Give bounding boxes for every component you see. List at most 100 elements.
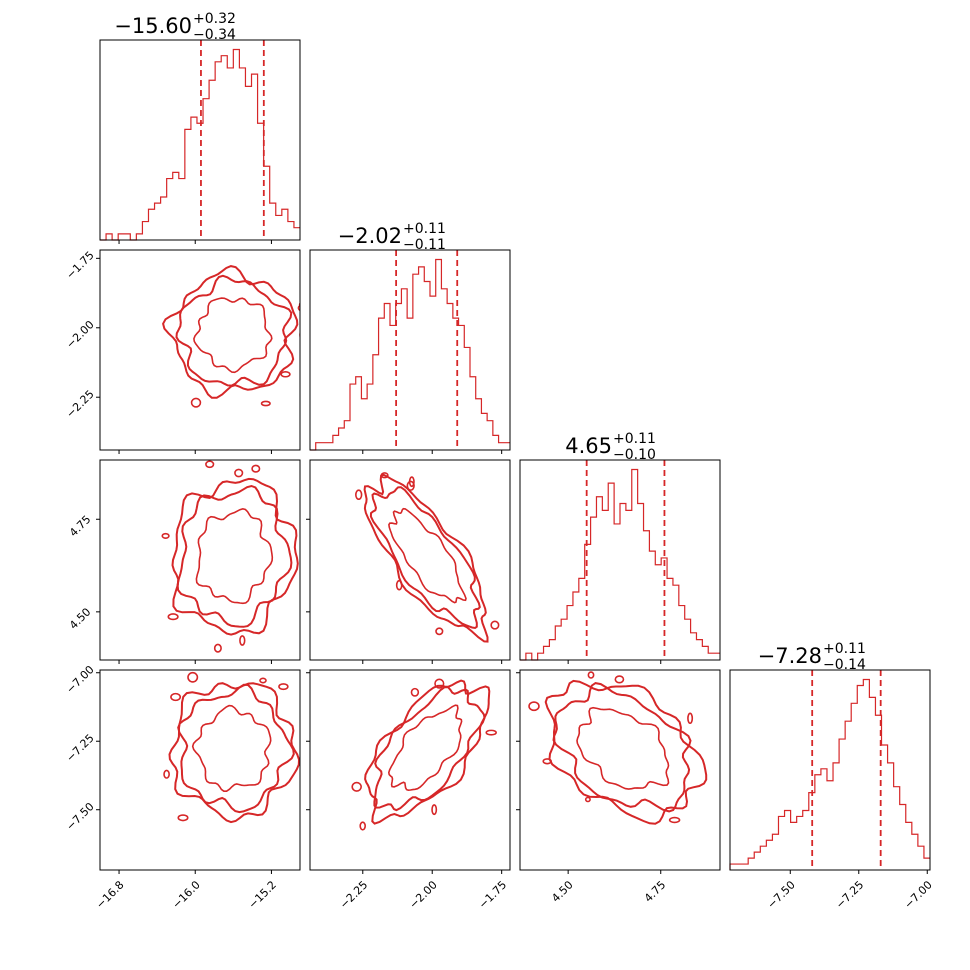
title-value-0: −15.60 <box>114 14 192 38</box>
contour-3-2-2 <box>544 679 708 825</box>
contour-island-1-0-4 <box>280 371 291 378</box>
histogram-1 <box>310 258 510 451</box>
contour-island-1-0-6 <box>260 400 271 407</box>
panel-frame-2-1 <box>309 459 511 661</box>
x-tick-label-1-1: −2.00 <box>407 878 440 911</box>
panel-3-0: −16.8 −16.0 −15.2 −7.50 −7.25 −7.00 <box>64 663 310 911</box>
panel-1-1: −2.02 +0.11−0.11 <box>309 221 511 454</box>
contour-2-0-0 <box>195 507 274 605</box>
contour-island-3-0-1 <box>170 692 182 702</box>
histogram-2 <box>520 468 720 661</box>
contour-3-2-1 <box>552 682 692 813</box>
y-tick-label-2-1: 4.75 <box>67 513 94 540</box>
contour-island-3-0-5 <box>163 769 170 779</box>
title-minus-2: −0.10 <box>613 447 656 463</box>
title-minus-1: −0.11 <box>403 237 446 253</box>
contour-3-1-0 <box>387 704 463 792</box>
contour-island-3-1-1 <box>485 729 497 736</box>
contour-island-2-1-5 <box>380 472 389 479</box>
title-plus-1: +0.11 <box>403 221 446 237</box>
title-minus-3: −0.14 <box>823 657 866 673</box>
contour-3-1-2 <box>364 679 491 825</box>
contour-island-2-1-1 <box>355 489 363 501</box>
contour-island-3-2-6 <box>528 701 540 712</box>
contour-island-2-0-3 <box>234 468 244 478</box>
panel-2-2: 4.65 +0.11−0.10 <box>519 431 721 664</box>
contour-island-3-1-2 <box>359 821 366 831</box>
panel-3-1: −2.25 −2.00 −1.75 <box>306 660 511 911</box>
contour-island-1-0-1 <box>297 305 300 311</box>
contour-island-3-1-3 <box>431 804 438 816</box>
contour-island-1-0-0 <box>299 330 300 339</box>
x-tick-label-3-2: −7.00 <box>902 878 935 911</box>
title-value-1: −2.02 <box>338 224 402 248</box>
contour-2-0-1 <box>176 484 293 628</box>
contour-island-1-0-2 <box>190 397 202 408</box>
contour-island-3-2-1 <box>668 816 681 824</box>
contour-3-0-2 <box>168 682 300 824</box>
panel-frame-2-2 <box>519 459 721 661</box>
x-tick-label-0-1: −16.0 <box>170 878 203 911</box>
title-plus-2: +0.11 <box>613 431 656 447</box>
x-tick-label-1-0: −2.25 <box>337 878 370 911</box>
contour-island-3-2-3 <box>584 796 591 803</box>
contour-island-3-1-5 <box>467 660 473 665</box>
panel-3-2: 4.50 4.75 <box>516 669 721 905</box>
contour-island-2-0-5 <box>239 635 246 646</box>
y-tick-label-1-2: −1.75 <box>64 249 97 282</box>
panel-frame-3-2 <box>519 669 721 871</box>
contour-island-3-2-0 <box>542 758 552 765</box>
y-tick-label-2-0: 4.50 <box>67 605 94 632</box>
contour-1-0-1 <box>175 274 293 387</box>
title-plus-3: +0.11 <box>823 641 866 657</box>
panel-3-3: −7.28 +0.11−0.14 −7.50 −7.25 −7.00 <box>729 641 935 911</box>
contour-island-2-0-2 <box>213 643 222 653</box>
contour-2-0-2 <box>171 477 299 636</box>
contour-island-2-1-4 <box>406 480 415 491</box>
contour-island-3-2-5 <box>587 671 595 679</box>
contour-1-0-0 <box>193 297 273 374</box>
contour-island-3-0-2 <box>187 671 199 683</box>
panel-frame-3-0 <box>99 669 301 871</box>
panel-frame-1-0 <box>99 249 301 451</box>
contour-island-2-1-3 <box>395 579 403 591</box>
title-minus-0: −0.34 <box>193 27 236 43</box>
panel-frame-3-1 <box>309 669 511 871</box>
y-tick-label-3-0: −7.50 <box>64 800 97 833</box>
contour-island-2-1-0 <box>435 627 444 636</box>
panel-frame-0-0 <box>99 39 301 241</box>
contour-3-0-0 <box>191 704 272 792</box>
contour-island-3-0-0 <box>303 774 310 783</box>
contour-1-0-2 <box>162 265 299 399</box>
y-tick-label-1-1: −2.00 <box>64 318 97 351</box>
contour-island-2-0-0 <box>251 464 261 473</box>
panel-2-0: 4.50 4.75 <box>67 459 301 664</box>
contour-island-3-1-6 <box>434 678 445 689</box>
x-tick-label-0-0: −16.8 <box>94 878 127 911</box>
panel-2-1 <box>306 459 511 664</box>
x-tick-label-0-2: −15.2 <box>246 878 279 911</box>
contour-island-3-0-3 <box>259 677 267 684</box>
contour-3-1-1 <box>373 686 486 812</box>
histogram-3 <box>729 678 930 870</box>
histogram-0 <box>100 48 300 241</box>
panel-frame-2-0 <box>99 459 301 661</box>
contour-3-2-0 <box>576 706 670 790</box>
x-tick-label-3-1: −7.25 <box>833 878 866 911</box>
contour-island-3-2-4 <box>687 712 694 725</box>
contour-2-1-2 <box>363 473 489 643</box>
contour-island-3-0-6 <box>177 814 189 822</box>
panel-frame-1-1 <box>309 249 511 451</box>
contour-island-2-1-6 <box>490 620 500 630</box>
contour-island-3-1-4 <box>351 781 362 792</box>
y-tick-label-1-0: −2.25 <box>64 388 97 421</box>
panel-0-0: −15.60 +0.32−0.34 <box>99 11 301 244</box>
title-plus-0: +0.32 <box>193 11 236 27</box>
contour-island-2-0-6 <box>167 613 179 621</box>
contour-2-1-0 <box>388 507 467 604</box>
panel-1-0: −2.25 −2.00 −1.75 <box>64 249 301 454</box>
title-value-2: 4.65 <box>565 434 612 458</box>
x-tick-label-2-0: 4.50 <box>549 878 576 905</box>
y-tick-label-3-1: −7.25 <box>64 732 97 765</box>
